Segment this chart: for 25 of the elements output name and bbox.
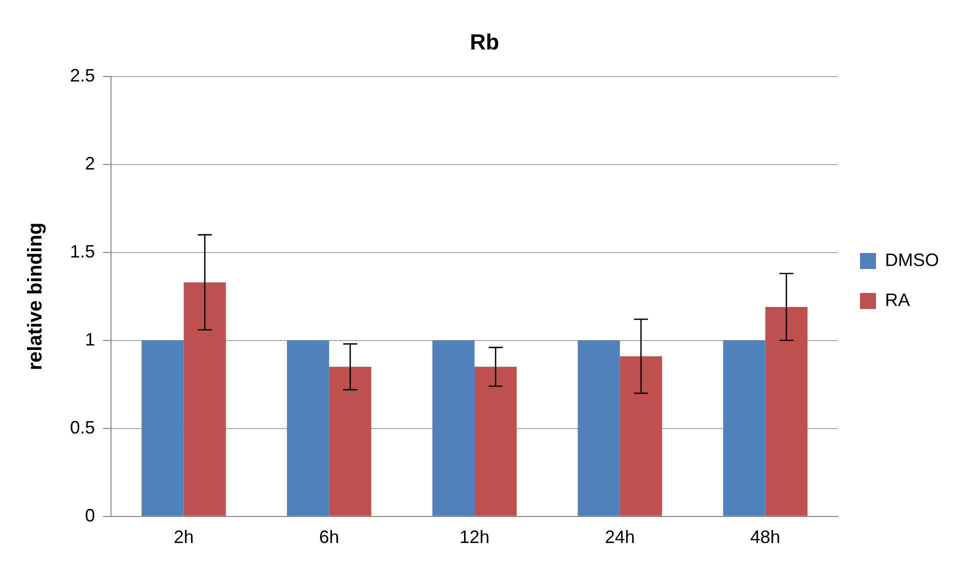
y-tick-label: 1 [85, 329, 96, 350]
y-tick-label: 0 [85, 505, 96, 526]
bar [765, 306, 808, 516]
bar [474, 366, 517, 516]
y-tick-label: 2.5 [70, 65, 96, 86]
legend-label: RA [885, 290, 910, 310]
x-tick-label: 24h [604, 527, 635, 548]
bar [723, 340, 766, 516]
bar [329, 366, 372, 516]
x-tick-label: 12h [459, 527, 490, 548]
x-tick-label: 48h [750, 527, 780, 548]
legend-label: DMSO [885, 250, 939, 270]
x-tick-label: 6h [319, 527, 340, 548]
x-tick-label: 2h [174, 527, 194, 548]
bar [142, 340, 184, 516]
chart-title: Rb [470, 29, 500, 54]
bar [184, 282, 226, 516]
bar [286, 340, 330, 516]
bar [620, 356, 662, 516]
y-axis-title: relative binding [24, 222, 47, 370]
bar [578, 340, 620, 516]
bar [432, 340, 475, 516]
y-tick-label: 1.5 [70, 241, 96, 262]
y-tick-label: 0.5 [70, 417, 96, 438]
y-tick-label: 2 [85, 153, 96, 174]
